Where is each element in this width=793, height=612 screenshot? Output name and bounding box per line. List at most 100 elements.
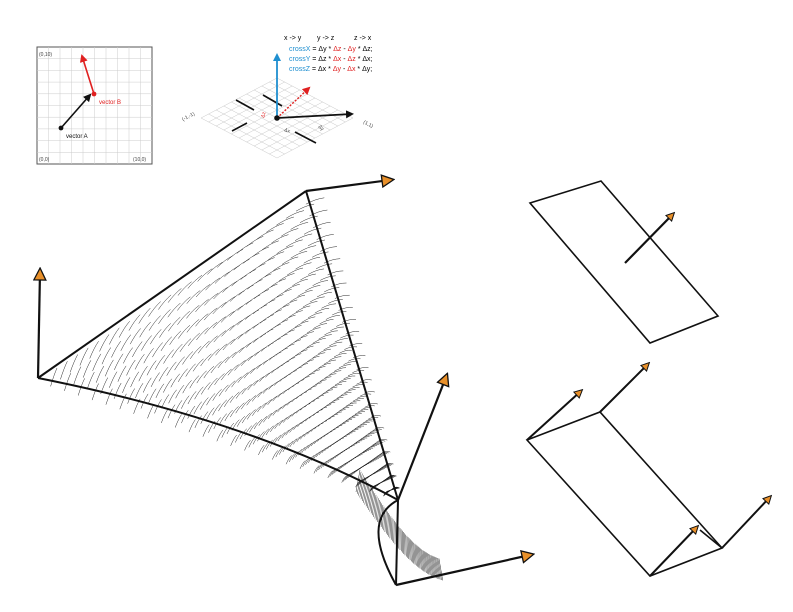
normal-stroke (337, 450, 345, 457)
normal-stroke (158, 294, 172, 310)
normal-stroke (301, 445, 309, 454)
normal-stroke (197, 268, 213, 282)
normal-stroke (362, 448, 372, 453)
normal-stroke (205, 277, 221, 291)
normal-stroke (358, 465, 366, 471)
normal-stroke (374, 456, 383, 459)
corner-normal-arrow-2 (599, 364, 648, 413)
normal-stroke (382, 465, 390, 468)
axis-label-right: (1,1) (362, 119, 374, 129)
normal-stroke (230, 406, 239, 418)
mult-sign: * (358, 46, 361, 53)
normal-stroke (249, 422, 258, 433)
normal-stroke (262, 283, 278, 293)
normal-stroke (349, 400, 361, 404)
normal-stroke (367, 431, 377, 435)
normal-stroke (247, 409, 256, 420)
normal-stroke (224, 265, 240, 277)
normal-stroke (267, 323, 281, 333)
normal-stroke (113, 382, 122, 399)
equals-sign: = (312, 56, 316, 63)
normal-stroke (258, 445, 265, 456)
corner-normal-arrow-1 (526, 391, 581, 441)
normal-stroke (304, 443, 313, 451)
normal-stroke (377, 499, 380, 523)
mult-sign: * (328, 66, 331, 73)
normal-stroke (323, 359, 337, 365)
normal-stroke (348, 415, 359, 419)
normal-stroke (220, 311, 235, 323)
normal-stroke (331, 468, 338, 476)
normal-stroke (167, 288, 182, 303)
normal-stroke (367, 486, 371, 509)
normal-stroke (247, 380, 259, 391)
normal-stroke (324, 373, 337, 379)
normal-stroke (158, 309, 171, 325)
normal-stroke (268, 294, 284, 303)
normal-stroke (104, 359, 114, 377)
normal-stroke (306, 327, 321, 334)
normal-stroke (231, 347, 244, 359)
normal-stroke (333, 353, 347, 358)
normal-stroke (354, 411, 366, 415)
normal-stroke (312, 409, 323, 416)
normal-stroke (237, 372, 249, 383)
normal-stroke (212, 316, 226, 329)
normal-stroke (429, 554, 433, 577)
normal-stroke (206, 393, 216, 406)
normal-stroke (287, 325, 302, 333)
normal-stroke (356, 367, 369, 370)
normal-stroke (364, 482, 369, 505)
normal-stroke (152, 342, 163, 358)
normal-stroke (204, 293, 219, 306)
term: Δx (347, 66, 356, 73)
normal-stroke (226, 249, 244, 261)
normal-stroke (214, 271, 230, 284)
normal-stroke (418, 546, 421, 569)
normal-stroke (270, 278, 287, 288)
normal-stroke (342, 319, 357, 323)
normal-stroke (174, 356, 185, 371)
term: Δx (318, 66, 327, 73)
normal-stroke (235, 402, 245, 414)
normal-stroke (349, 343, 363, 347)
normal-stroke (227, 364, 239, 376)
equation-crossz: crossZ = Δx * Δy - Δx * Δy; (289, 66, 372, 73)
normal-stroke (178, 325, 191, 339)
normal-arrow-top (305, 180, 390, 193)
normal-stroke (221, 325, 235, 337)
term: Δz (348, 56, 357, 63)
normal-stroke (324, 287, 340, 293)
normal-stroke (224, 409, 233, 422)
normal-stroke (230, 333, 243, 345)
normal-stroke (203, 307, 218, 321)
normal-stroke (186, 305, 200, 319)
normal-stroke (313, 366, 326, 372)
normal-stroke (275, 347, 288, 356)
normal-stroke (147, 403, 155, 419)
mult-sign: * (329, 46, 332, 53)
normal-stroke (148, 301, 161, 317)
normal-stroke (163, 349, 174, 364)
normal-stroke (294, 233, 313, 241)
normal-stroke (288, 453, 296, 463)
normal-hatch-field (50, 197, 443, 581)
normal-stroke (285, 455, 292, 465)
normal-stroke (310, 382, 322, 389)
normal-stroke (349, 429, 359, 434)
normal-stroke (285, 210, 305, 219)
normal-stroke (292, 451, 299, 460)
normal-stroke (255, 273, 272, 284)
normal-stroke (419, 547, 422, 570)
normal-stroke (252, 304, 268, 315)
normal-stroke (181, 410, 189, 424)
normal-stroke (329, 341, 343, 347)
normal-stroke (370, 444, 380, 447)
normal-stroke (218, 399, 227, 412)
normal-stroke (328, 399, 340, 405)
normal-stroke (371, 415, 382, 418)
normal-stroke (329, 441, 339, 448)
normal-stroke (245, 309, 259, 320)
normal-stroke (297, 290, 313, 297)
normal-stroke (382, 506, 385, 529)
